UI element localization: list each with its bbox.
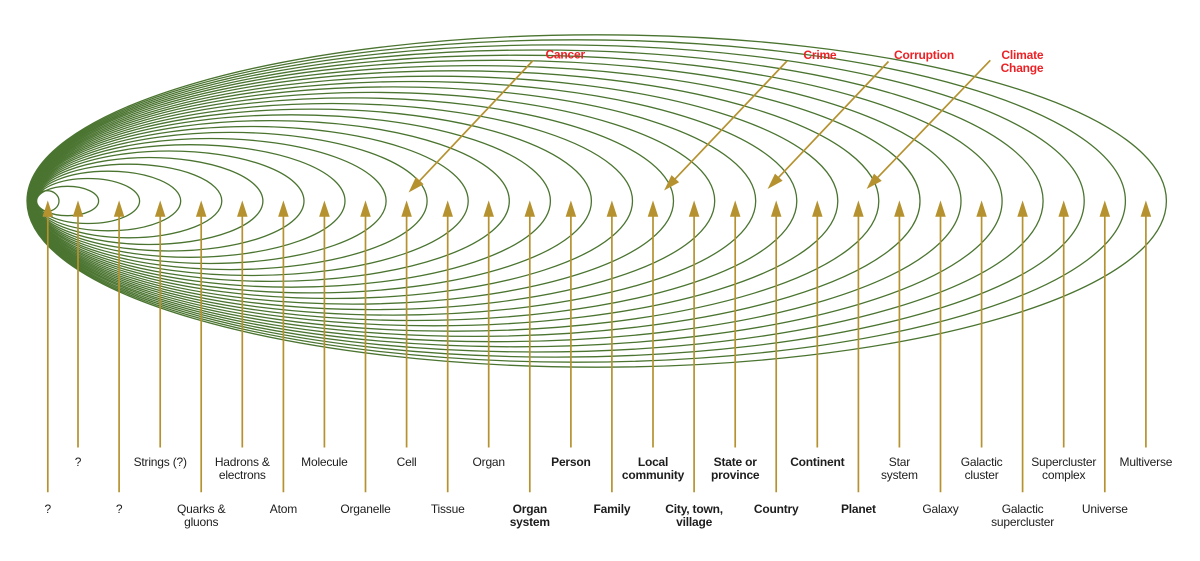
svg-text:Organ: Organ xyxy=(473,455,505,469)
svg-text:?: ? xyxy=(45,502,52,516)
svg-text:Tissue: Tissue xyxy=(431,502,465,516)
svg-text:community: community xyxy=(622,468,685,482)
svg-text:Hadrons &: Hadrons & xyxy=(215,455,270,469)
svg-text:supercluster: supercluster xyxy=(991,515,1054,529)
svg-text:complex: complex xyxy=(1042,468,1085,482)
svg-text:Change: Change xyxy=(1001,61,1044,75)
svg-text:system: system xyxy=(510,515,550,529)
svg-text:Supercluster: Supercluster xyxy=(1031,455,1096,469)
svg-text:Galaxy: Galaxy xyxy=(922,502,958,516)
svg-text:province: province xyxy=(711,468,760,482)
svg-text:cluster: cluster xyxy=(965,468,999,482)
svg-text:Atom: Atom xyxy=(270,502,297,516)
svg-text:Corruption: Corruption xyxy=(894,48,954,62)
svg-text:Molecule: Molecule xyxy=(301,455,348,469)
svg-text:Multiverse: Multiverse xyxy=(1120,455,1173,469)
svg-text:Climate: Climate xyxy=(1001,48,1043,62)
svg-text:Quarks &: Quarks & xyxy=(177,502,226,516)
svg-text:Local: Local xyxy=(638,455,668,469)
svg-text:Planet: Planet xyxy=(841,502,876,516)
svg-text:Universe: Universe xyxy=(1082,502,1128,516)
svg-text:electrons: electrons xyxy=(219,468,266,482)
svg-text:gluons: gluons xyxy=(184,515,218,529)
svg-text:Organelle: Organelle xyxy=(340,502,391,516)
svg-text:?: ? xyxy=(75,455,82,469)
svg-text:Star: Star xyxy=(889,455,910,469)
svg-text:Country: Country xyxy=(754,502,799,516)
svg-text:Strings (?): Strings (?) xyxy=(134,455,187,469)
svg-text:village: village xyxy=(676,515,712,529)
svg-text:Person: Person xyxy=(551,455,590,469)
svg-text:Galactic: Galactic xyxy=(1002,502,1044,516)
svg-text:?: ? xyxy=(116,502,123,516)
svg-text:Cell: Cell xyxy=(397,455,417,469)
svg-text:State or: State or xyxy=(714,455,758,469)
svg-text:system: system xyxy=(881,468,918,482)
svg-text:Cancer: Cancer xyxy=(545,48,585,62)
svg-text:Continent: Continent xyxy=(790,455,844,469)
svg-text:Organ: Organ xyxy=(513,502,547,516)
svg-text:Galactic: Galactic xyxy=(961,455,1003,469)
svg-text:City, town,: City, town, xyxy=(665,502,723,516)
svg-text:Crime: Crime xyxy=(803,48,837,62)
svg-text:Family: Family xyxy=(593,502,630,516)
